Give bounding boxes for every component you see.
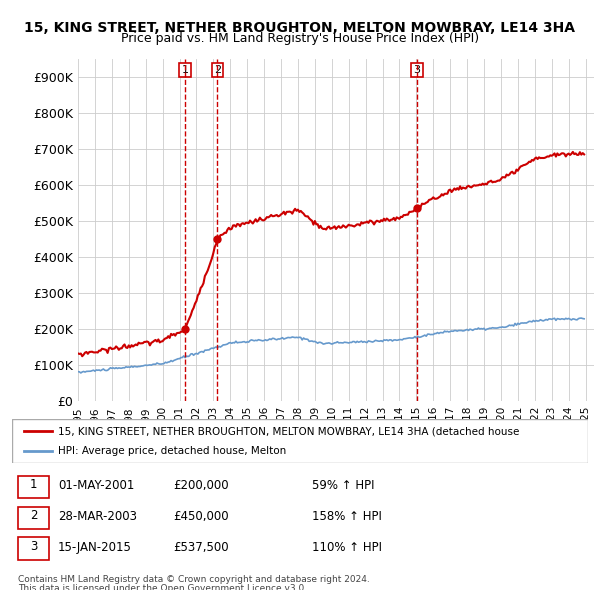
Text: This data is licensed under the Open Government Licence v3.0.: This data is licensed under the Open Gov… [18, 584, 307, 590]
Text: 2: 2 [30, 509, 37, 522]
Text: 3: 3 [30, 540, 37, 553]
Text: 2: 2 [214, 65, 221, 75]
FancyBboxPatch shape [18, 506, 49, 529]
Text: 1: 1 [182, 65, 188, 75]
Text: 15, KING STREET, NETHER BROUGHTON, MELTON MOWBRAY, LE14 3HA (detached house: 15, KING STREET, NETHER BROUGHTON, MELTO… [58, 427, 520, 436]
Text: 28-MAR-2003: 28-MAR-2003 [58, 510, 137, 523]
Text: 158% ↑ HPI: 158% ↑ HPI [311, 510, 382, 523]
Text: 3: 3 [413, 65, 421, 75]
Text: HPI: Average price, detached house, Melton: HPI: Average price, detached house, Melt… [58, 446, 286, 455]
Text: 15-JAN-2015: 15-JAN-2015 [58, 541, 132, 555]
Text: 1: 1 [30, 478, 37, 491]
Text: 110% ↑ HPI: 110% ↑ HPI [311, 541, 382, 555]
FancyBboxPatch shape [18, 537, 49, 560]
Text: £200,000: £200,000 [173, 479, 229, 493]
Text: 15, KING STREET, NETHER BROUGHTON, MELTON MOWBRAY, LE14 3HA: 15, KING STREET, NETHER BROUGHTON, MELTO… [25, 21, 575, 35]
Text: Contains HM Land Registry data © Crown copyright and database right 2024.: Contains HM Land Registry data © Crown c… [18, 575, 370, 584]
FancyBboxPatch shape [12, 419, 588, 463]
Text: 59% ↑ HPI: 59% ↑ HPI [311, 479, 374, 493]
Text: £537,500: £537,500 [173, 541, 229, 555]
FancyBboxPatch shape [18, 476, 49, 498]
Text: Price paid vs. HM Land Registry's House Price Index (HPI): Price paid vs. HM Land Registry's House … [121, 32, 479, 45]
Text: £450,000: £450,000 [173, 510, 229, 523]
Text: 01-MAY-2001: 01-MAY-2001 [58, 479, 134, 493]
